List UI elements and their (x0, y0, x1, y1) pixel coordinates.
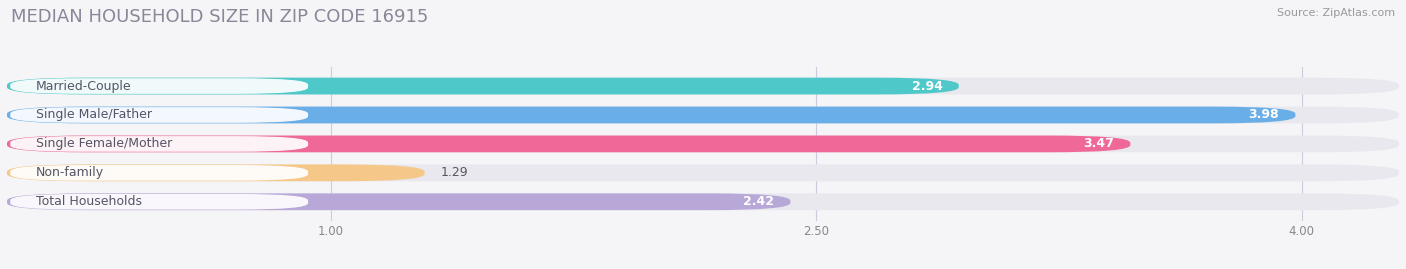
FancyBboxPatch shape (7, 193, 1399, 210)
FancyBboxPatch shape (7, 78, 959, 94)
FancyBboxPatch shape (10, 136, 308, 152)
FancyBboxPatch shape (10, 194, 308, 210)
FancyBboxPatch shape (7, 164, 425, 181)
FancyBboxPatch shape (7, 193, 790, 210)
Text: 1.29: 1.29 (441, 166, 468, 179)
FancyBboxPatch shape (7, 107, 1295, 123)
FancyBboxPatch shape (7, 136, 1130, 152)
FancyBboxPatch shape (10, 165, 308, 181)
FancyBboxPatch shape (10, 107, 308, 123)
Text: Source: ZipAtlas.com: Source: ZipAtlas.com (1277, 8, 1395, 18)
Text: 2.42: 2.42 (744, 195, 775, 208)
FancyBboxPatch shape (7, 78, 1399, 94)
FancyBboxPatch shape (7, 107, 1399, 123)
Text: Single Male/Father: Single Male/Father (37, 108, 152, 122)
FancyBboxPatch shape (7, 164, 1399, 181)
Text: 3.47: 3.47 (1083, 137, 1114, 150)
FancyBboxPatch shape (10, 78, 308, 94)
Text: Married-Couple: Married-Couple (37, 80, 132, 93)
Text: 2.94: 2.94 (911, 80, 942, 93)
FancyBboxPatch shape (7, 136, 1399, 152)
Text: Non-family: Non-family (37, 166, 104, 179)
Text: 3.98: 3.98 (1249, 108, 1279, 122)
Text: MEDIAN HOUSEHOLD SIZE IN ZIP CODE 16915: MEDIAN HOUSEHOLD SIZE IN ZIP CODE 16915 (11, 8, 429, 26)
Text: Single Female/Mother: Single Female/Mother (37, 137, 173, 150)
Text: Total Households: Total Households (37, 195, 142, 208)
